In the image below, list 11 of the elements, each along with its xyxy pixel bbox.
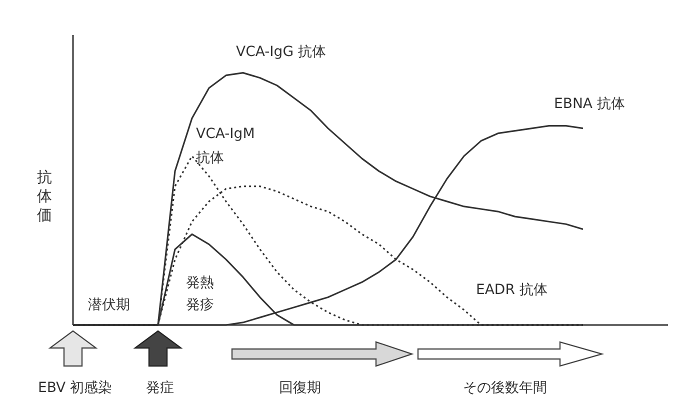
series-label: VCA-IgG 抗体: [236, 43, 327, 62]
text: 発症: [145, 379, 175, 398]
text: EBV 初感染: [36, 379, 114, 398]
series-label: VCA-IgM 抗体: [196, 125, 256, 168]
text: 回復期: [278, 379, 322, 398]
y-axis-title: 抗体価: [37, 168, 53, 225]
text: その後数年間: [462, 379, 548, 398]
annotation: 潜伏期: [88, 296, 131, 315]
series-label: EBNA 抗体: [554, 95, 626, 114]
annotation: 発熱発疹: [186, 274, 215, 315]
series-label: EADR 抗体: [476, 281, 548, 300]
